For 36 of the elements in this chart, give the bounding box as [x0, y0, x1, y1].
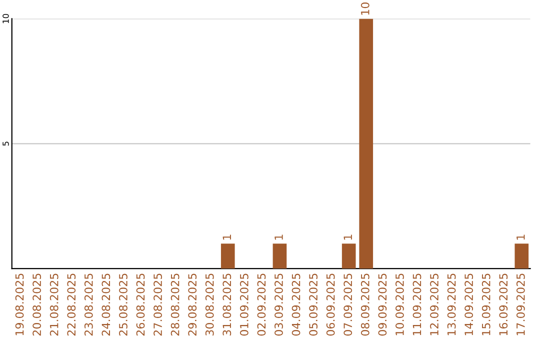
- data-label: 1: [516, 234, 525, 240]
- data-label: 1: [344, 234, 352, 240]
- x-tick-label: 08.09.2025: [360, 274, 370, 336]
- x-tick-label: 22.08.2025: [67, 274, 76, 336]
- x-tick-label: 12.09.2025: [430, 274, 438, 336]
- x-tick-label: 06.09.2025: [326, 274, 335, 336]
- x-tick-label: 20.08.2025: [32, 274, 42, 336]
- x-tick-label: 29.08.2025: [188, 274, 197, 336]
- x-tick-label: 11.09.2025: [412, 274, 422, 336]
- x-tick-label: 02.09.2025: [257, 274, 266, 336]
- x-tick-label: 07.09.2025: [344, 274, 352, 336]
- x-tick-label: 28.08.2025: [170, 274, 180, 336]
- data-label: 10: [360, 2, 370, 15]
- x-tick-label: 16.09.2025: [499, 274, 508, 336]
- x-tick-label: 13.09.2025: [447, 274, 456, 336]
- x-tick-label: 14.09.2025: [464, 274, 474, 336]
- x-tick-label: 05.09.2025: [309, 274, 318, 336]
- x-tick-label: 17.09.2025: [516, 274, 525, 336]
- x-tick-label: 30.08.2025: [205, 274, 214, 336]
- x-tick-label: 21.08.2025: [50, 274, 58, 336]
- x-tick-label: 27.08.2025: [154, 274, 162, 336]
- x-tick-label: 26.08.2025: [136, 274, 145, 336]
- x-tick-label: 25.08.2025: [119, 274, 128, 336]
- x-tick-label: 31.08.2025: [222, 274, 232, 336]
- y-tick-label: 5: [2, 142, 9, 146]
- x-tick-label: 10.09.2025: [396, 274, 404, 336]
- data-label: 1: [222, 234, 231, 240]
- x-tick-label: 15.09.2025: [482, 274, 490, 336]
- data-label: 1: [274, 234, 283, 240]
- x-tick-label: 19.08.2025: [15, 274, 24, 336]
- x-tick-label: 24.08.2025: [102, 274, 110, 336]
- x-tick-label: 01.09.2025: [240, 274, 248, 336]
- x-tick-label: 03.09.2025: [274, 274, 283, 336]
- x-tick-label: 09.09.2025: [378, 274, 387, 336]
- x-tick-label: 23.08.2025: [84, 274, 93, 336]
- x-tick-label: 04.09.2025: [292, 274, 300, 336]
